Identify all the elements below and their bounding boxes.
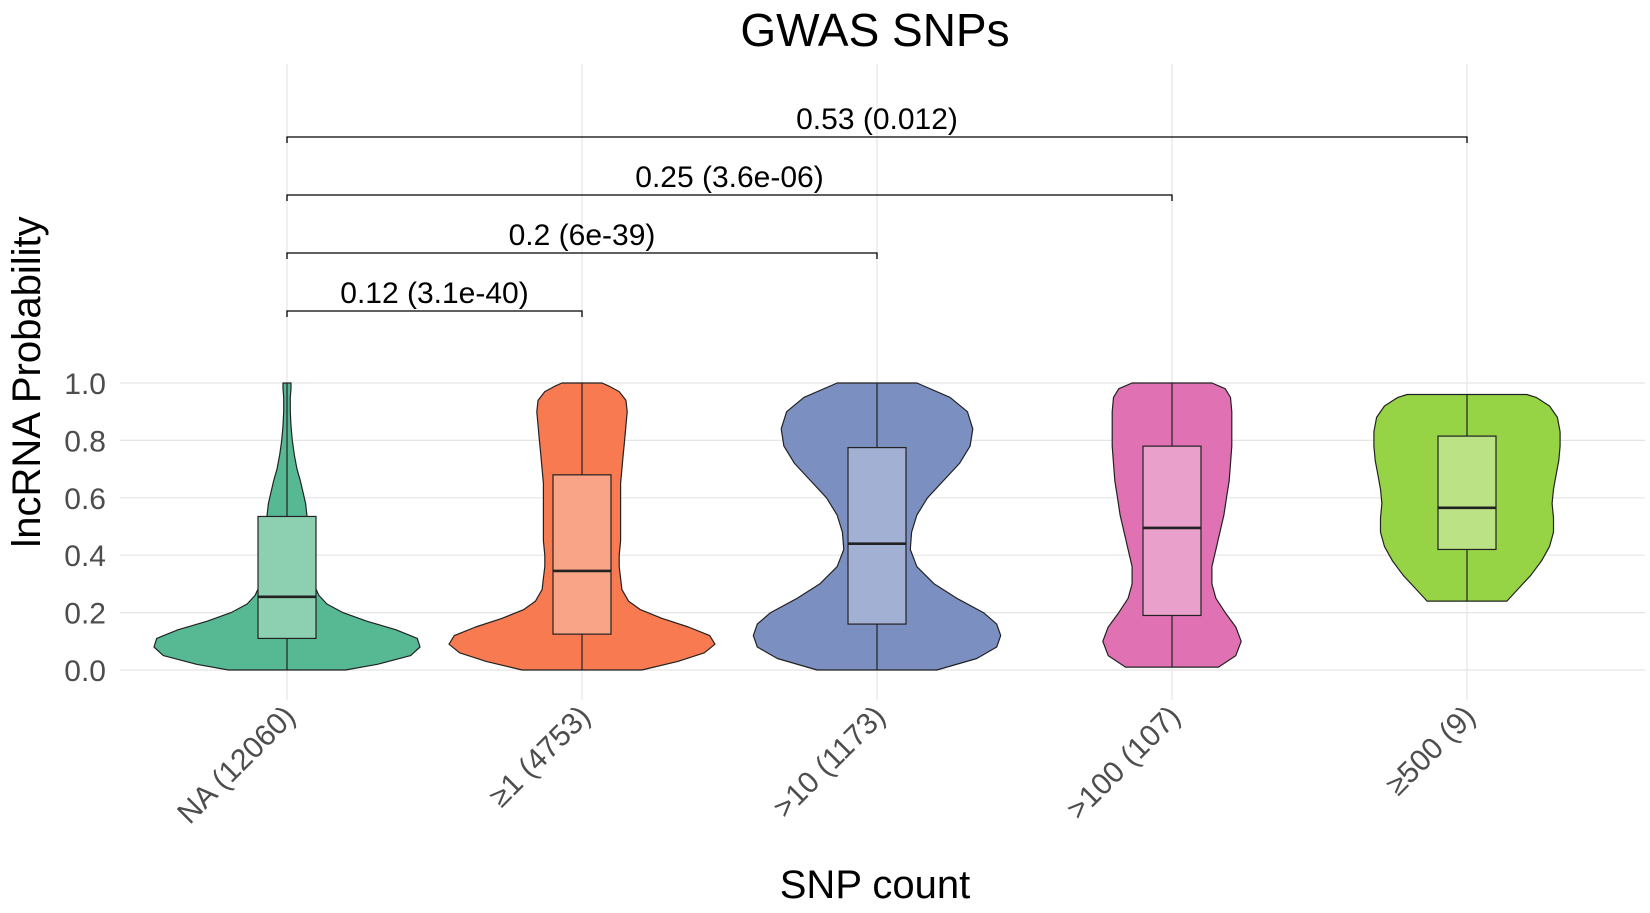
x-axis-ticks: NA (12060) ≥1 (4753) >10 (1173) >100 (107) ≥…: [171, 700, 1482, 831]
x-tick-label: >10 (1173): [767, 700, 892, 825]
box-iqr: [847, 446, 907, 625]
violin-group: [153, 382, 421, 671]
bracket-line: [286, 252, 878, 259]
comparison-label: 0.2 (6e-39): [509, 219, 656, 252]
y-tick-label: 0.2: [64, 598, 106, 631]
violin-group: [448, 382, 716, 671]
bracket-line: [286, 136, 1468, 143]
box-iqr: [1437, 435, 1497, 551]
y-axis-title: lncRNA Probability: [5, 216, 49, 547]
violin-group: [1373, 393, 1561, 602]
comparison-brackets: 0.12 (3.1e-40) 0.2 (6e-39) 0.25 (3.6e-06) 0…: [286, 103, 1468, 317]
x-tick-label: ≥500 (9): [1380, 700, 1482, 802]
y-tick-label: 0.6: [64, 483, 106, 516]
x-axis-title: SNP count: [780, 863, 971, 907]
y-tick-label: 0.4: [64, 540, 106, 573]
chart-title: GWAS SNPs: [740, 4, 1009, 56]
comparison-bracket: 0.53 (0.012): [286, 103, 1468, 143]
bracket-line: [286, 310, 583, 317]
y-axis-ticks: 0.0 0.2 0.4 0.6 0.8 1.0: [64, 368, 106, 688]
comparison-bracket: 0.2 (6e-39): [286, 219, 878, 259]
bracket-line: [286, 194, 1173, 201]
x-tick-label: ≥1 (4753): [483, 700, 597, 814]
comparison-bracket: 0.12 (3.1e-40): [286, 277, 583, 317]
comparison-label: 0.12 (3.1e-40): [340, 277, 528, 310]
x-tick-label: >100 (107): [1060, 700, 1187, 827]
x-tick-label: NA (12060): [171, 700, 302, 831]
y-tick-label: 1.0: [64, 368, 106, 401]
y-tick-label: 0.8: [64, 425, 106, 458]
box-iqr: [552, 474, 612, 635]
comparison-label: 0.53 (0.012): [796, 103, 958, 136]
box-iqr: [1142, 445, 1202, 617]
violin-group: [752, 382, 1002, 671]
violin-layer: [153, 382, 1561, 671]
violin-group: [1102, 382, 1242, 668]
y-tick-label: 0.0: [64, 655, 106, 688]
box-iqr: [257, 515, 317, 640]
comparison-label: 0.25 (3.6e-06): [635, 161, 823, 194]
comparison-bracket: 0.25 (3.6e-06): [286, 161, 1173, 201]
